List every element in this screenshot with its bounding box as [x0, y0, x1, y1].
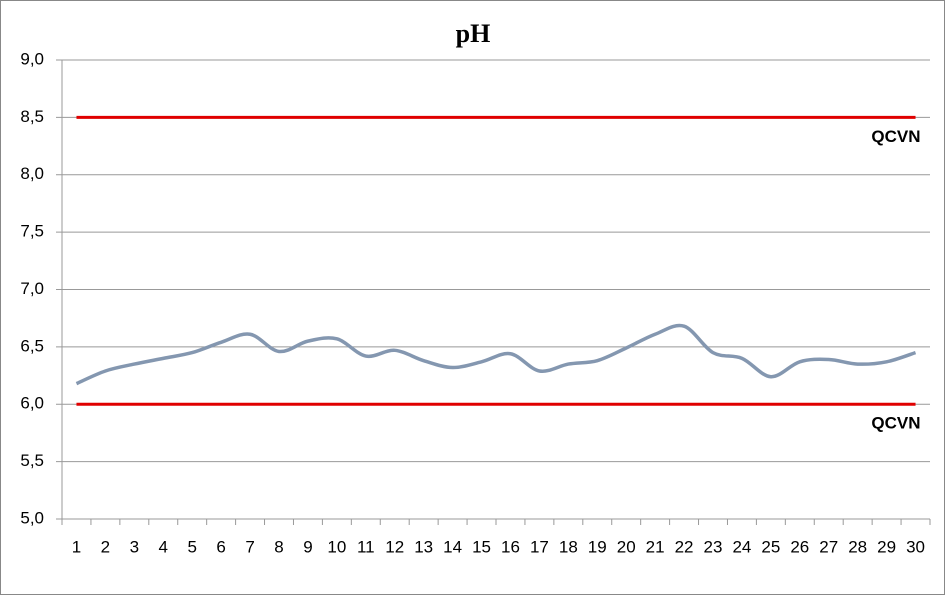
y-tick-label: 8,0 — [20, 164, 44, 183]
x-tick-label: 15 — [472, 537, 491, 556]
reference-label: QCVN — [871, 414, 920, 433]
x-tick-label: 24 — [732, 537, 751, 556]
reference-label: QCVN — [871, 127, 920, 146]
x-tick-label: 3 — [130, 537, 139, 556]
x-tick-label: 12 — [385, 537, 404, 556]
x-tick-label: 9 — [303, 537, 312, 556]
y-tick-label: 6,5 — [20, 336, 44, 355]
chart-title: pH — [456, 19, 491, 48]
x-tick-label: 22 — [675, 537, 694, 556]
y-tick-label: 5,5 — [20, 451, 44, 470]
y-tick-label: 7,0 — [20, 279, 44, 298]
x-tick-label: 30 — [906, 537, 925, 556]
y-tick-label: 9,0 — [20, 49, 44, 68]
x-tick-label: 25 — [761, 537, 780, 556]
y-tick-label: 5,0 — [20, 508, 44, 527]
x-tick-label: 5 — [187, 537, 196, 556]
y-tick-label: 7,5 — [20, 222, 44, 241]
x-tick-label: 11 — [357, 537, 375, 556]
y-tick-label: 8,5 — [20, 107, 44, 126]
x-tick-label: 26 — [790, 537, 809, 556]
x-tick-label: 4 — [159, 537, 168, 556]
x-tick-label: 18 — [559, 537, 578, 556]
x-tick-label: 17 — [530, 537, 549, 556]
x-tick-label: 14 — [443, 537, 462, 556]
x-tick-label: 27 — [819, 537, 838, 556]
x-tick-label: 7 — [245, 537, 254, 556]
x-tick-label: 20 — [617, 537, 636, 556]
x-tick-label: 29 — [877, 537, 896, 556]
x-tick-label: 10 — [327, 537, 346, 556]
x-tick-label: 19 — [588, 537, 607, 556]
x-tick-label: 1 — [72, 537, 81, 556]
y-tick-label: 6,0 — [20, 394, 44, 413]
x-tick-label: 6 — [216, 537, 225, 556]
x-tick-label: 13 — [414, 537, 433, 556]
x-tick-label: 23 — [704, 537, 723, 556]
x-tick-label: 8 — [274, 537, 283, 556]
x-tick-label: 21 — [646, 537, 665, 556]
data-line — [75, 323, 917, 386]
x-tick-label: 16 — [501, 537, 520, 556]
x-tick-label: 28 — [848, 537, 867, 556]
x-tick-label: 2 — [101, 537, 110, 556]
